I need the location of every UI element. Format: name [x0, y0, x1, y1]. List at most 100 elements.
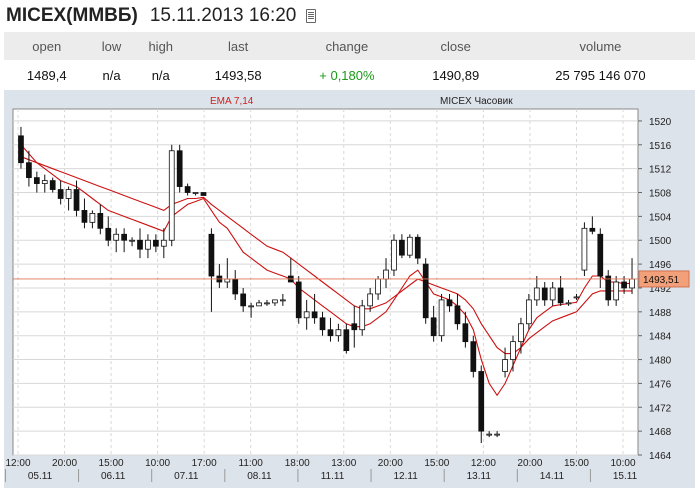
- price-chart[interactable]: EMA 7,14 MICEX Часовик 15201516151215081…: [4, 90, 695, 488]
- candle-body: [295, 281, 302, 319]
- candle: [303, 299, 310, 330]
- candle-body: [272, 299, 278, 304]
- candle-body: [303, 311, 310, 319]
- candle: [597, 228, 604, 288]
- candle-body: [208, 233, 215, 277]
- y-tick-label: 1484: [649, 332, 672, 343]
- candle-body: [510, 341, 516, 360]
- last-price-marker: 1493,51: [13, 270, 690, 288]
- candle-body: [446, 299, 453, 307]
- chart-container: EMA 7,14 MICEX Часовик 1520 1516 1512 1508 1…: [4, 90, 695, 488]
- y-tick-label: 1516: [649, 141, 672, 152]
- candle: [73, 180, 80, 217]
- candle: [343, 323, 350, 354]
- date-tick-label: 14.11: [540, 471, 565, 482]
- candle: [502, 347, 508, 378]
- candle-body: [391, 239, 397, 271]
- candle-body: [502, 359, 508, 372]
- candle-body: [406, 236, 413, 256]
- candle: [105, 216, 112, 247]
- candle-body: [438, 299, 445, 337]
- y-tick-label: 1504: [649, 212, 672, 223]
- date-tick-label: 15.11: [613, 471, 638, 482]
- candle: [26, 150, 32, 187]
- candle-body: [414, 236, 421, 259]
- date-tick-label: 06.11: [101, 471, 126, 482]
- quote-header-row: open low high last change close volume: [4, 32, 695, 60]
- candle: [533, 276, 540, 306]
- candle: [97, 204, 104, 235]
- candle-body: [629, 278, 635, 289]
- candle-body: [240, 293, 247, 307]
- y-tick-label: 1480: [649, 356, 672, 367]
- candle-body: [192, 192, 199, 194]
- y-tick-label: 1488: [649, 308, 672, 319]
- candle-body: [279, 299, 286, 302]
- candle: [41, 174, 48, 193]
- candle-body: [533, 287, 540, 301]
- candle-body: [129, 239, 135, 242]
- candle: [510, 335, 516, 372]
- candle-body: [573, 296, 580, 299]
- candle: [518, 317, 524, 354]
- candle-body: [526, 299, 532, 325]
- candle-body: [248, 305, 254, 308]
- candle: [541, 282, 548, 306]
- candle: [446, 293, 453, 312]
- table-icon[interactable]: [306, 9, 317, 23]
- col-high: high: [133, 32, 188, 60]
- candle: [605, 270, 612, 306]
- candle: [192, 192, 199, 196]
- candle: [454, 293, 461, 330]
- candle-body: [422, 263, 429, 319]
- candle: [81, 198, 88, 229]
- candle: [153, 234, 159, 253]
- candle: [200, 192, 207, 196]
- candle-body: [454, 305, 461, 325]
- y-tick-label: 1468: [649, 427, 672, 438]
- candle: [367, 287, 374, 312]
- time-tick-label: 15:00: [564, 458, 589, 469]
- candle-body: [605, 275, 612, 301]
- candle-body: [81, 210, 88, 223]
- candle: [279, 293, 286, 306]
- candle: [406, 234, 413, 259]
- time-tick-label: 12:00: [5, 458, 30, 469]
- value-change: + 0,180%: [288, 60, 406, 91]
- time-tick-label: 20:00: [378, 458, 403, 469]
- candle: [486, 431, 493, 438]
- candle-body: [541, 287, 548, 301]
- candle: [311, 293, 318, 324]
- y-tick-label: 1520: [649, 117, 672, 128]
- y-tick-label: 1500: [649, 236, 672, 247]
- candle: [256, 299, 262, 307]
- candle: [557, 276, 564, 306]
- col-open: open: [4, 32, 90, 60]
- candle-body: [335, 329, 342, 337]
- candle-body: [319, 317, 326, 331]
- candle: [113, 228, 120, 253]
- candle-body: [224, 278, 231, 283]
- candle: [49, 177, 56, 193]
- candle-body: [613, 281, 620, 301]
- x-axis: 12:00 20:00 15:00 10:00 17:00 11:00 18:00 13:00…: [4, 458, 638, 482]
- candle: [549, 282, 556, 306]
- candle: [319, 311, 326, 336]
- candle: [335, 323, 342, 342]
- time-tick-label: 10:00: [145, 458, 170, 469]
- y-tick-label: 1496: [649, 260, 672, 271]
- ema-label: EMA 7,14: [210, 96, 254, 107]
- plot-area: [12, 108, 639, 456]
- candle: [359, 299, 366, 336]
- col-close: close: [405, 32, 506, 60]
- y-tick-label: 1492: [649, 284, 672, 295]
- candle-body: [145, 239, 151, 250]
- candle-body: [49, 180, 56, 190]
- candle-body: [557, 287, 564, 304]
- quote-header: MICEX(ММВБ) 15.11.2013 16:20: [6, 4, 317, 28]
- ema-lines: [20, 144, 633, 397]
- candle-body: [26, 162, 32, 179]
- date-tick-label: 12.11: [393, 471, 418, 482]
- candle-body: [311, 311, 318, 319]
- candle-body: [137, 239, 143, 250]
